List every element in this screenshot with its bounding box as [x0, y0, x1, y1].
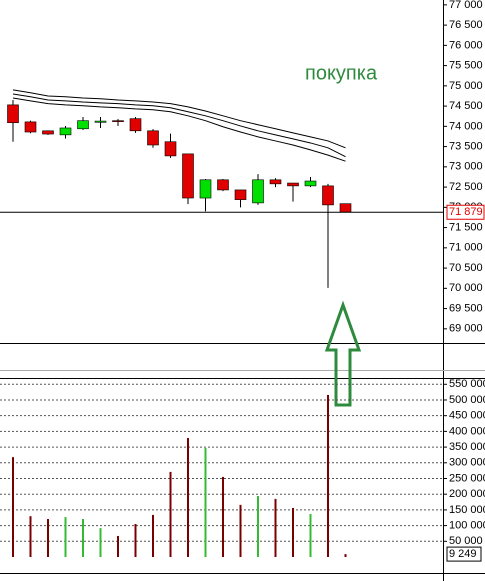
y-tick-label: 550 000	[449, 378, 485, 390]
candle-body	[42, 130, 54, 135]
y-tick-label: 50 000	[449, 535, 483, 547]
candle-body	[164, 141, 177, 157]
annotation: покупка	[305, 62, 378, 84]
y-tick-label: 75 500	[449, 60, 483, 72]
moving-average	[12, 93, 346, 158]
y-tick-label: 69 500	[449, 302, 483, 314]
y-tick-label: 72 500	[449, 181, 483, 193]
y-tick-label: 200 000	[449, 488, 485, 500]
volume-bar	[169, 471, 172, 557]
y-tick-label: 71 500	[449, 221, 483, 233]
candle-body	[94, 120, 107, 123]
volume-bar	[134, 524, 137, 557]
candle-body	[287, 182, 299, 187]
volume-bar	[204, 448, 207, 557]
last-price-label: 71 879	[449, 206, 483, 218]
candle-body	[322, 185, 334, 206]
y-tick-label: 70 000	[449, 282, 483, 294]
y-tick-label: 400 000	[449, 425, 485, 437]
y-tick-label: 76 000	[449, 39, 483, 51]
volume-bar	[292, 508, 294, 557]
y-tick-label: 74 000	[449, 120, 483, 132]
candle-body	[199, 179, 212, 199]
y-tick-label: 69 000	[449, 323, 483, 335]
last-volume-box	[446, 546, 482, 562]
volume-bar	[82, 519, 84, 557]
y-tick-label: 74 500	[449, 100, 483, 112]
volume-bar	[239, 504, 242, 557]
y-tick-label: 71 000	[449, 242, 483, 254]
volume-bar	[12, 457, 14, 557]
candle-body	[7, 104, 19, 124]
candle-body	[129, 118, 142, 132]
volume-bar	[327, 394, 329, 557]
y-tick-label: 500 000	[449, 394, 485, 406]
candle-body	[77, 120, 89, 130]
candle-body	[217, 179, 229, 191]
y-tick-label: 77 000	[449, 0, 483, 11]
moving-average	[12, 97, 346, 162]
volume-bar	[47, 519, 49, 557]
y-tick-label: 450 000	[449, 410, 485, 422]
last-volume-label: 9 249	[449, 548, 477, 560]
volume-bar	[187, 437, 189, 557]
volume-bar	[222, 476, 224, 557]
y-tick-label: 70 500	[449, 262, 483, 274]
candle-body	[182, 153, 194, 199]
y-tick-label: 150 000	[449, 504, 485, 516]
y-tick-label: 250 000	[449, 472, 485, 484]
arrow	[324, 300, 362, 407]
volume-bar	[274, 498, 277, 557]
y-tick-label: 75 000	[449, 80, 483, 92]
candle-body	[147, 130, 159, 146]
candle-body	[269, 179, 282, 185]
volume-bar	[99, 528, 102, 557]
y-tick-label: 73 000	[449, 161, 483, 173]
y-tick-label: 73 500	[449, 141, 483, 153]
volume-bar	[29, 516, 32, 557]
candle-body	[252, 179, 264, 204]
last-price-box	[446, 204, 485, 220]
candle-body	[304, 180, 317, 187]
candle-body	[234, 189, 247, 200]
volume-bar	[117, 535, 119, 557]
volume-bar	[344, 554, 347, 557]
candle-body	[339, 203, 352, 213]
y-tick-label: 350 000	[449, 441, 485, 453]
y-tick-label: 300 000	[449, 457, 485, 469]
candle-body	[59, 127, 72, 136]
volume-bar	[257, 496, 259, 557]
y-tick-label: 100 000	[449, 520, 485, 532]
moving-average	[12, 89, 346, 149]
volume-bar	[64, 517, 67, 557]
candle-body	[24, 121, 37, 133]
candle-body	[112, 120, 124, 122]
y-tick-label: 76 500	[449, 19, 483, 31]
volume-bar	[152, 514, 154, 557]
volume-bar	[309, 513, 312, 557]
